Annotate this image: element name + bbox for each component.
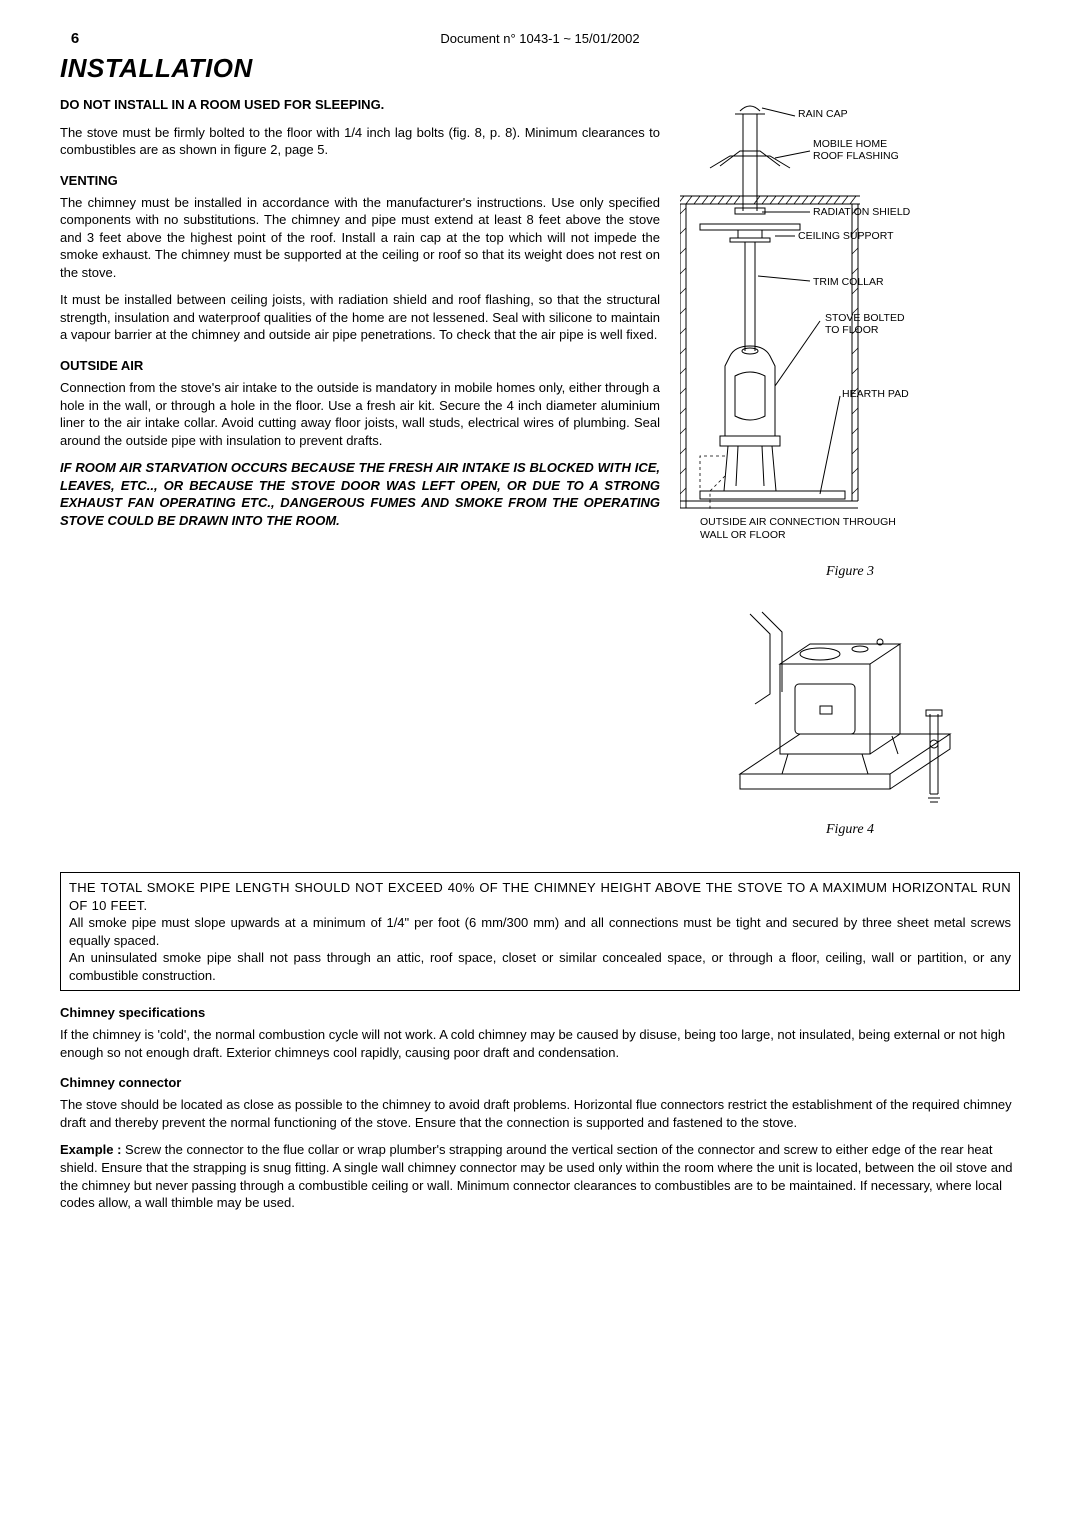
label-rain-cap: RAIN CAP xyxy=(798,108,848,120)
section-title: INSTALLATION xyxy=(60,53,1020,84)
label-trim-collar: TRIM COLLAR xyxy=(813,276,884,288)
chimney-conn-heading: Chimney connector xyxy=(60,1075,1020,1090)
boxed-line3: An uninsulated smoke pipe shall not pass… xyxy=(69,949,1011,984)
page-header: 6 Document n° 1043-1 ~ 15/01/2002 xyxy=(60,30,1020,47)
venting-p2: It must be installed between ceiling joi… xyxy=(60,291,660,344)
boxed-line2: All smoke pipe must slope upwards at a m… xyxy=(69,914,1011,949)
label-outside-air: OUTSIDE AIR CONNECTION THROUGHWALL OR FL… xyxy=(700,516,960,541)
outside-air-warning: IF ROOM AIR STARVATION OCCURS BECAUSE TH… xyxy=(60,459,660,529)
figure4-caption: Figure 4 xyxy=(680,822,1020,838)
figure3-caption: Figure 3 xyxy=(680,564,1020,580)
document-meta: Document n° 1043-1 ~ 15/01/2002 xyxy=(60,31,1020,46)
chimney-conn-p2: Screw the connector to the flue collar o… xyxy=(60,1142,1012,1210)
label-stove-bolted: STOVE BOLTEDTO FLOOR xyxy=(825,312,905,336)
label-roof-flashing: MOBILE HOMEROOF FLASHING xyxy=(813,138,899,162)
chimney-conn-p1: The stove should be located as close as … xyxy=(60,1096,1020,1131)
venting-p1: The chimney must be installed in accorda… xyxy=(60,194,660,282)
boxed-line1: THE TOTAL SMOKE PIPE LENGTH SHOULD NOT E… xyxy=(69,879,1011,914)
label-hearth-pad: HEARTH PAD xyxy=(842,388,909,400)
venting-heading: VENTING xyxy=(60,173,660,188)
chimney-conn-example: Example : Screw the connector to the flu… xyxy=(60,1141,1020,1211)
smoke-pipe-note-box: THE TOTAL SMOKE PIPE LENGTH SHOULD NOT E… xyxy=(60,872,1020,991)
do-not-install-warning: DO NOT INSTALL IN A ROOM USED FOR SLEEPI… xyxy=(60,97,384,112)
chimney-spec-p1: If the chimney is 'cold', the normal com… xyxy=(60,1026,1020,1061)
intro-paragraph: The stove must be firmly bolted to the f… xyxy=(60,124,660,159)
example-label: Example : xyxy=(60,1142,121,1157)
figure4-diagram xyxy=(720,594,980,814)
label-ceiling-support: CEILING SUPPORT xyxy=(798,230,894,242)
outside-air-p1: Connection from the stove's air intake t… xyxy=(60,379,660,449)
label-radiation-shield: RADIATION SHIELD xyxy=(813,206,910,218)
outside-air-heading: OUTSIDE AIR xyxy=(60,358,660,373)
figure3-diagram: RAIN CAP MOBILE HOMEROOF FLASHING RADIAT… xyxy=(680,96,1020,526)
chimney-spec-heading: Chimney specifications xyxy=(60,1005,1020,1020)
